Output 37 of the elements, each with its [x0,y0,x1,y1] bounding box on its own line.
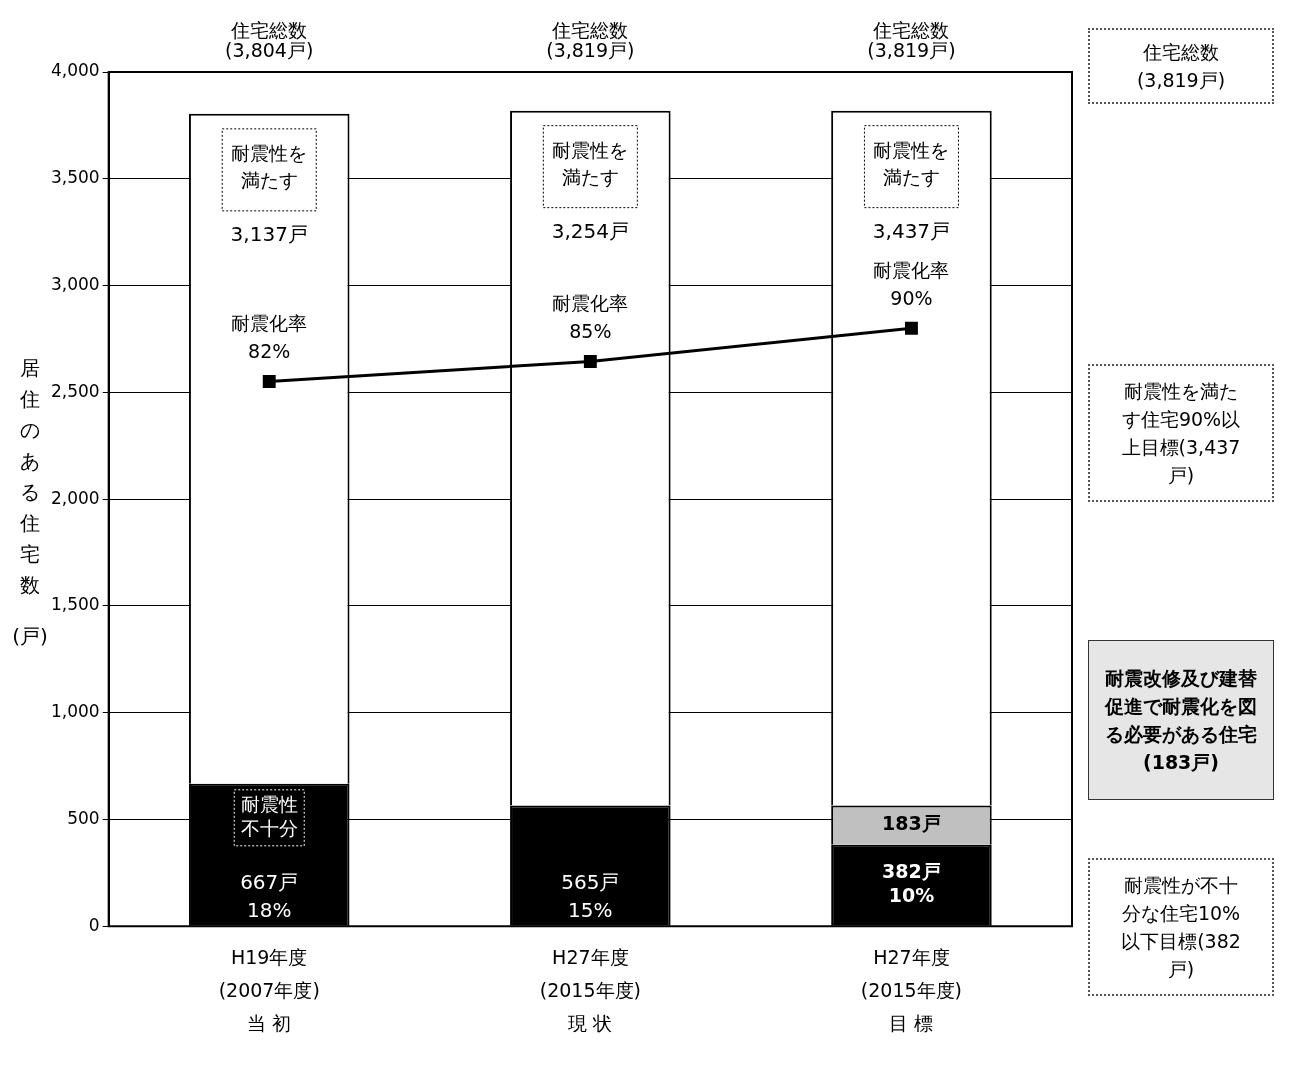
annotation: 3,437戸 [872,218,951,243]
data-label: 3,254戸 [551,218,629,243]
data-label: 82% [248,340,291,363]
y-tick-label: 2,000 [51,487,100,508]
text: 居住のある住宅数 (戸) [12,356,48,648]
data-label: 3,137戸 [230,222,308,247]
x-tick-label: H27年度 (2015年度) 目 標 [860,945,963,1035]
data-label: 85% [569,320,612,343]
series-label: 耐震性を満たす [552,139,629,189]
text: 耐震性を満たす住宅90%以上目標(3,437戸) [1120,379,1242,488]
text: 耐震性を満たす [231,142,308,192]
x-tick-label: H19年度 (2007年度) 当 初 [218,945,320,1035]
text: 耐震化率 [231,312,308,335]
y-tick-label: 3,000 [51,273,100,294]
data-label: 667戸 18% [240,869,299,922]
y-tick-label: 4,000 [51,60,100,81]
data-label: 183戸 [882,812,941,835]
text: 耐震化率 [552,292,629,315]
y-tick-label: 1,000 [51,701,100,722]
total-label: 住宅総数 (3,804戸) [225,18,314,61]
text: 耐震改修及び建替促進で耐震化を図る必要がある住宅(183戸) [1103,666,1258,775]
y-tick-label: 500 [67,807,100,828]
y-tick-label: 1,500 [51,594,100,615]
total-label: 住宅総数 (3,819戸) [546,18,635,61]
data-label: 565戸 15% [561,869,620,922]
text: 耐震性を満たす [873,139,950,189]
series-label: 耐震性不十分 [240,792,298,839]
data-label: 382戸 10% [882,860,941,907]
x-tick-label: H27年度 (2015年度) 現 状 [539,945,641,1035]
y-tick-label: 2,500 [51,380,100,401]
data-label: 90% [890,287,933,310]
text: 耐震化率 [873,259,950,282]
text: 住宅総数(3,819戸) [1135,40,1227,93]
total-label: 住宅総数 (3,819戸) [867,18,956,61]
y-tick-label: 0 [88,914,100,935]
y-tick-label: 3,500 [51,167,100,188]
text: 耐震性が不十分な住宅10%以下目標(382戸) [1120,873,1242,982]
